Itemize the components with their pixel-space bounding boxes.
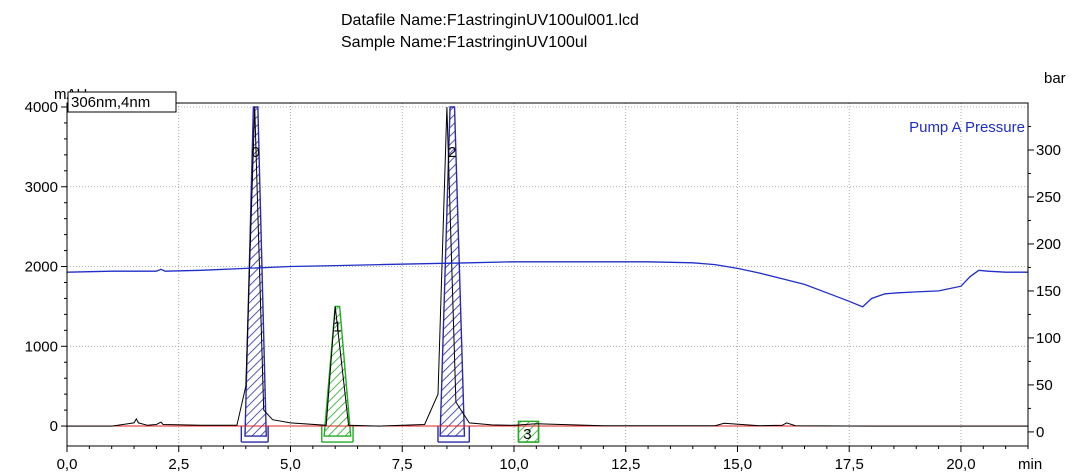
y-left-tick-label: 0 — [50, 418, 58, 435]
series — [66, 106, 1028, 427]
y-right-unit-label: bar — [1044, 70, 1066, 87]
y-left-tick-label: 1000 — [25, 338, 58, 355]
y-right-tick-label: 50 — [1036, 377, 1053, 394]
y-right-tick-label: 250 — [1036, 189, 1061, 206]
x-tick-label: 5,0 — [280, 456, 301, 473]
series-pump-a-pressure — [66, 261, 1028, 308]
x-tick-label: 20,0 — [946, 456, 975, 473]
peak-label-3: 3 — [523, 426, 531, 443]
detector-label: 306nm,4nm — [71, 94, 150, 111]
y-left-tick-label: 4000 — [25, 99, 58, 116]
peak-area-0 — [244, 106, 267, 437]
sample-name: Sample Name:F1astringinUV100ul — [341, 34, 588, 51]
axis-ticks: 0,0 2,5 5,0 7,5 10,0 12,5 15,0 17,5 20,001000200… — [25, 99, 1061, 473]
x-tick-label: 2,5 — [168, 456, 189, 473]
y-right-tick-label: 300 — [1036, 142, 1061, 159]
legend-pump-a-pressure: Pump A Pressure — [909, 119, 1025, 136]
y-right-tick-label: 200 — [1036, 236, 1061, 253]
y-left-tick-label: 3000 — [25, 179, 58, 196]
x-tick-label: 17,5 — [835, 456, 864, 473]
grid — [67, 103, 1028, 446]
x-tick-label: 10,0 — [499, 456, 528, 473]
datafile-name: Datafile Name:F1astringinUV100ul001.lcd — [341, 12, 639, 29]
y-right-tick-label: 100 — [1036, 330, 1061, 347]
x-tick-label: 7,5 — [392, 456, 413, 473]
x-tick-label: 15,0 — [723, 456, 752, 473]
series-chromatogram — [67, 106, 1028, 427]
plot-frame — [66, 102, 1029, 447]
x-unit-label: min — [1018, 456, 1042, 473]
y-left-tick-label: 2000 — [25, 259, 58, 276]
peak-label-2: 2 — [448, 144, 456, 161]
y-right-tick-label: 150 — [1036, 283, 1061, 300]
y-right-tick-label: 0 — [1036, 424, 1044, 441]
chart-header: Datafile Name:F1astringinUV100ul001.lcd … — [0, 0, 1073, 70]
x-tick-label: 12,5 — [611, 456, 640, 473]
detector-label-box — [67, 91, 177, 113]
plot-border — [66, 102, 1029, 447]
x-tick-label: 0,0 — [57, 456, 78, 473]
